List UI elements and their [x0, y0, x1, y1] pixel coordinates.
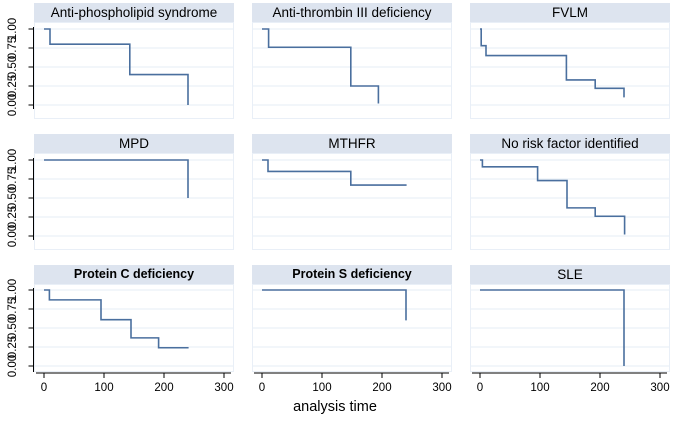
- y-axis-row-2: 1.00 0.75 0.50 0.25 0.00: [0, 149, 34, 250]
- km-plot-fvlm: [470, 22, 670, 119]
- x-axis-title: analysis time: [293, 399, 377, 415]
- panel-title-protein-c-deficiency: Protein C deficiency: [34, 265, 234, 284]
- panel-title-no-risk-factor-identified: No risk factor identified: [470, 134, 670, 153]
- y-axis-row-1: 1.00 0.75 0.50 0.25 0.00: [0, 18, 34, 119]
- panel-title-sle: SLE: [470, 265, 670, 284]
- panel-title-mpd: MPD: [34, 134, 234, 153]
- km-plot-sle: [470, 284, 670, 372]
- x-tick-label: 100: [94, 382, 113, 394]
- x-tick-label: 0: [41, 382, 47, 394]
- km-plot-anti-thrombin-iii-deficiency: [252, 22, 452, 119]
- x-axis-col-3: 0 100 200 300: [472, 372, 670, 394]
- x-tick-label: 0: [259, 382, 265, 394]
- km-plot-mpd: [34, 153, 234, 250]
- panel-title-anti-thrombin-iii-deficiency: Anti-thrombin III deficiency: [252, 3, 452, 22]
- y-axis-row-3: 1.00 0.75 0.50 0.25 0.00: [0, 279, 34, 377]
- km-plot-protein-c-deficiency: [34, 284, 234, 372]
- km-panel-grid: Anti-phospholipid syndrome Anti-thrombin…: [0, 3, 670, 415]
- x-tick-label: 300: [650, 382, 669, 394]
- x-axis-col-1: 0 100 200 300: [36, 372, 234, 394]
- km-plot-protein-s-deficiency: [252, 284, 452, 372]
- x-tick-label: 200: [372, 382, 391, 394]
- x-tick-label: 300: [432, 382, 451, 394]
- x-tick-label: 200: [154, 382, 173, 394]
- x-axis-col-2: 0 100 200 300: [254, 372, 452, 394]
- y-tick-label: 0.00: [7, 93, 19, 117]
- km-plot-no-risk-factor-identified: [470, 153, 670, 250]
- x-tick-label: 200: [590, 382, 609, 394]
- x-tick-label: 0: [477, 382, 483, 394]
- panel-title-anti-phospholipid-syndrome: Anti-phospholipid syndrome: [34, 3, 234, 22]
- panel-title-fvlm: FVLM: [470, 3, 670, 22]
- km-plot-mthfr: [252, 153, 452, 250]
- x-tick-label: 100: [312, 382, 331, 394]
- y-tick-label: 0.00: [7, 224, 19, 248]
- panel-title-protein-s-deficiency: Protein S deficiency: [252, 265, 452, 284]
- x-tick-label: 100: [530, 382, 549, 394]
- y-tick-label: 0.00: [7, 354, 19, 378]
- km-plot-anti-phospholipid-syndrome: [34, 22, 234, 119]
- x-tick-label: 300: [214, 382, 233, 394]
- panel-title-mthfr: MTHFR: [252, 134, 452, 153]
